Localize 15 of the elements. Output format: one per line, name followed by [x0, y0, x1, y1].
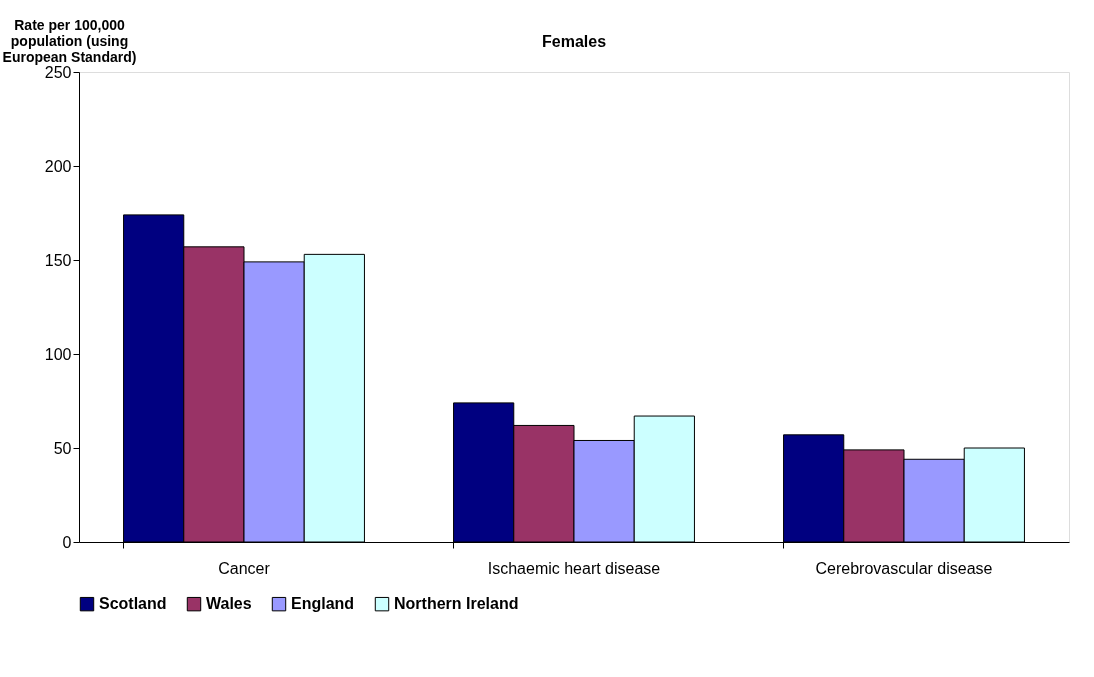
y-tick-label: 200: [44, 157, 72, 175]
legend-label: Wales: [206, 595, 252, 613]
y-tick-label: 250: [44, 63, 72, 81]
x-tick-label: Cerebrovascular disease: [815, 559, 993, 577]
x-tick-label: Cancer: [218, 559, 271, 577]
legend-label: England: [291, 595, 355, 613]
x-tick-label: Ischaemic heart disease: [487, 559, 661, 577]
chart-title: Females: [541, 33, 607, 50]
legend-label: Scotland: [99, 595, 167, 613]
legend-label: Northern Ireland: [394, 595, 519, 613]
y-tick-label: 50: [53, 439, 72, 457]
y-tick-label: 150: [44, 251, 72, 269]
y-tick-label: 0: [62, 533, 72, 551]
y-tick-label: 100: [44, 345, 72, 363]
y-axis-title: Rate per 100,000 population (using European Standard): [2, 16, 137, 65]
